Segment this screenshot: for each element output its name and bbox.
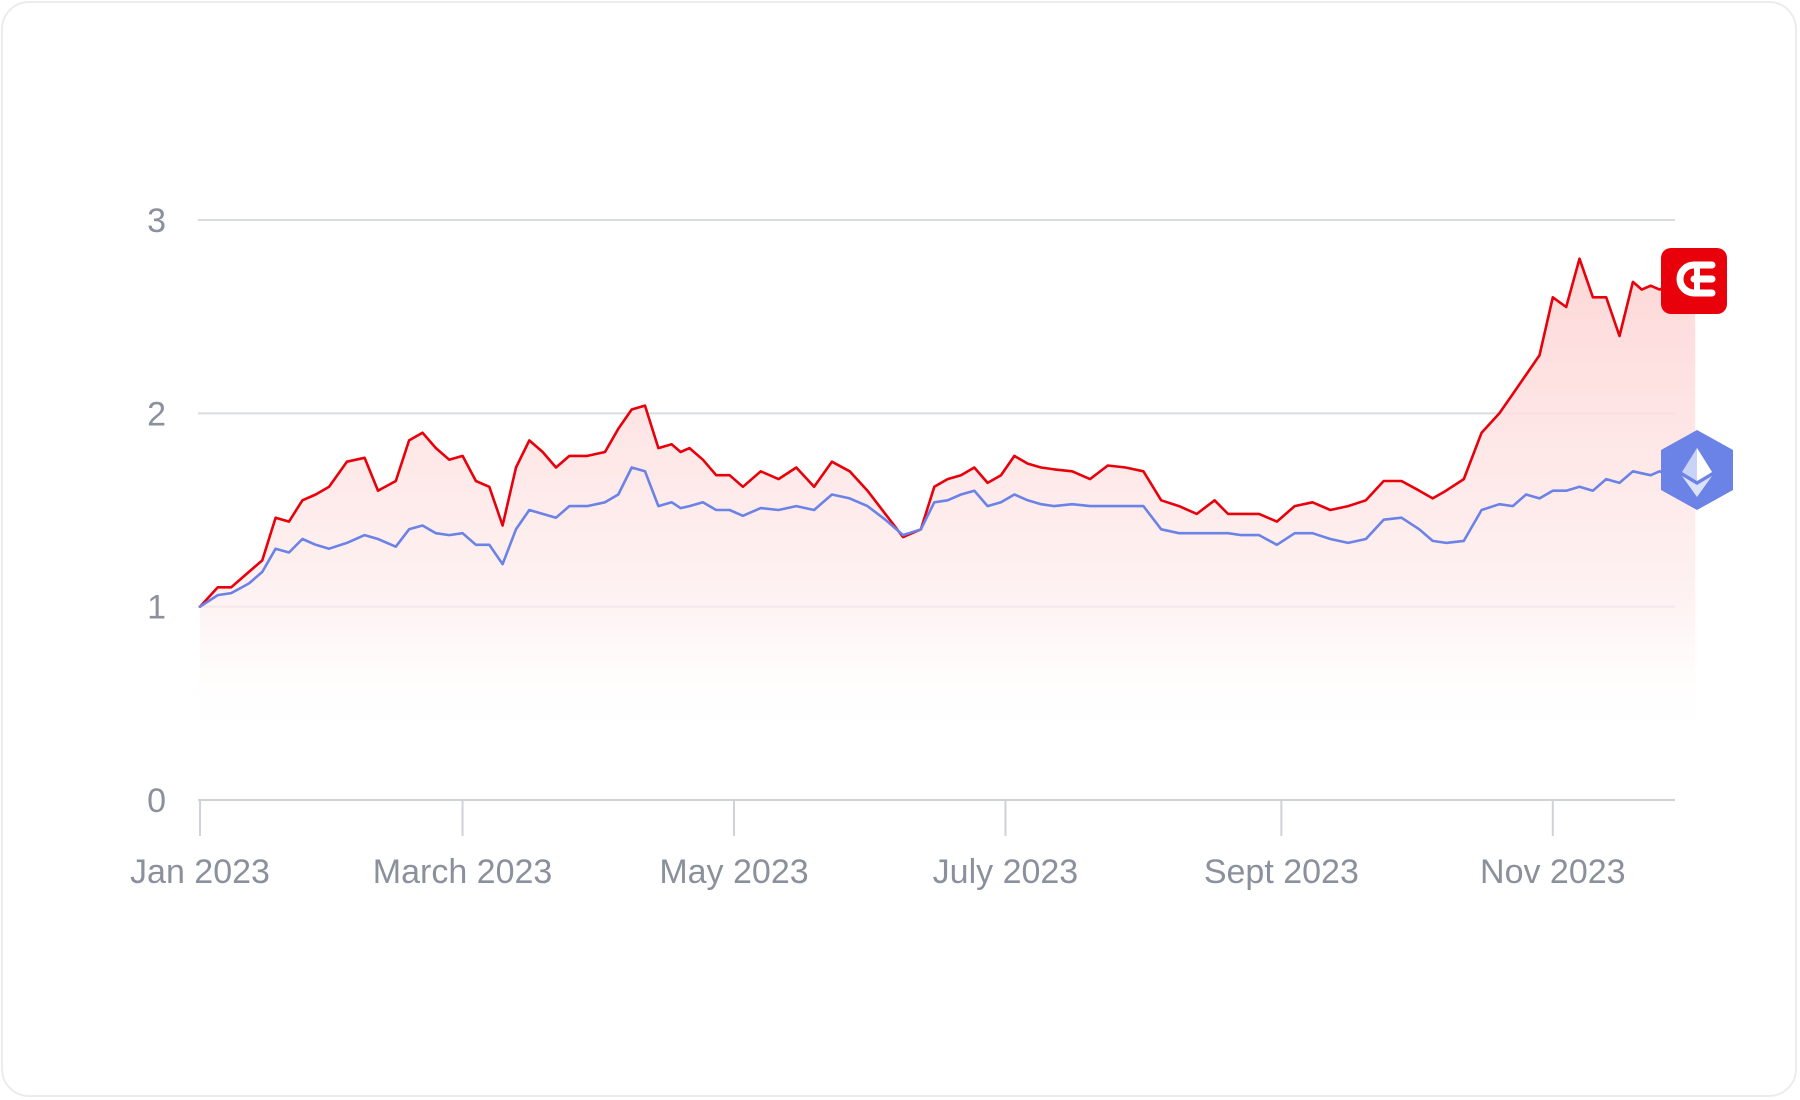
x-tick-label: Jan 2023 [130,853,270,891]
series-line-1 [198,466,1697,608]
series-fills [200,258,1696,745]
x-tick-label: March 2023 [373,853,553,891]
brand-logo-icon [1661,248,1727,314]
ethereum-icon [1661,430,1733,510]
x-tick-label: Nov 2023 [1480,853,1626,891]
series-line-0 [198,257,1697,608]
x-tick-label: Sept 2023 [1204,853,1359,891]
series-area-0 [200,258,1696,745]
x-tick-label: May 2023 [659,853,808,891]
y-tick-label: 1 [147,589,166,627]
y-tick-label: 2 [147,395,166,433]
series-lines [198,257,1697,608]
y-tick-label: 3 [147,202,166,240]
x-axis [199,800,1554,836]
x-tick-label: July 2023 [933,853,1079,891]
y-tick-label: 0 [147,782,166,820]
axis-labels: 0 1 2 3 Jan 2023 March 2023 May 2023 July 2023 S… [130,202,1626,891]
